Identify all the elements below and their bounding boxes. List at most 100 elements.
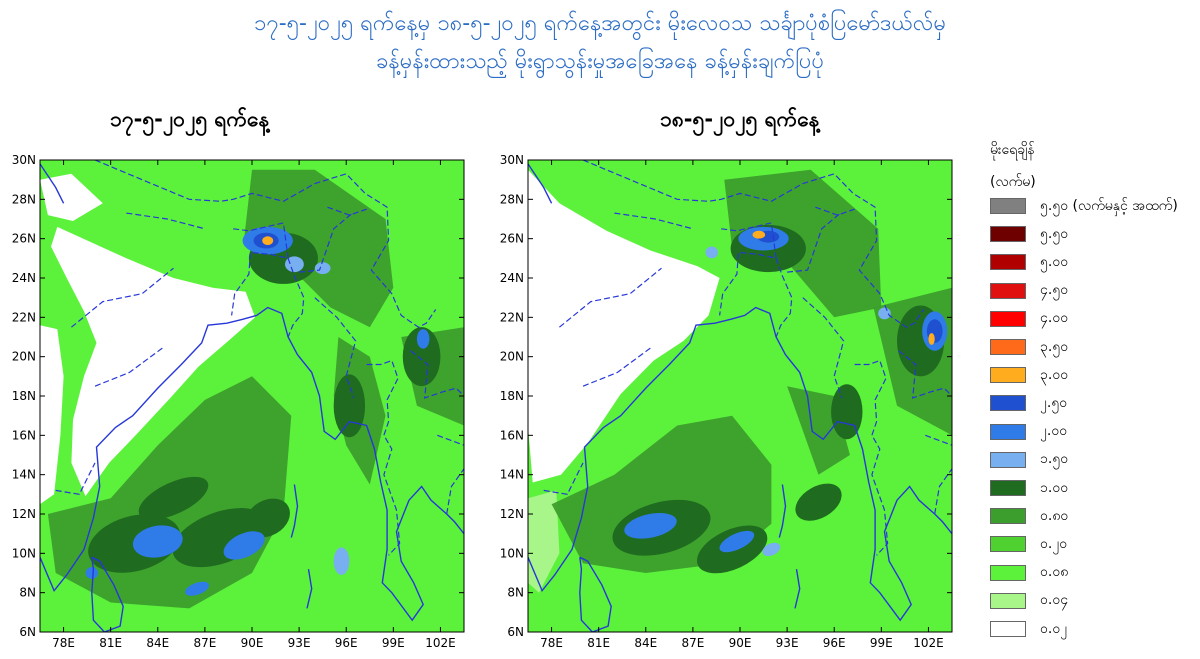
very-intense-rain-area	[262, 236, 274, 245]
legend-item: ၂.၀၀	[990, 423, 1067, 441]
legend-label: ၃.၅၀	[1040, 338, 1069, 355]
map-title-line-1: ၁၇-၅-၂၀၂၅ ရက်နေ့မှ ၁၈-၅-၂၀၂၅ ရက်နေ့အတွင်…	[253, 11, 947, 36]
lat-tick-label: 30N	[12, 153, 36, 167]
legend-item: ၀.၈၀	[990, 507, 1068, 525]
lat-tick-label: 14N	[12, 468, 36, 482]
legend-label: ၀.၈၀	[1040, 507, 1069, 524]
rainfall-map-day-2: 30N 28N 26N 24N 22N 20N 18N 16N 14N 12N 10N 8N 6N 78E…	[500, 153, 953, 650]
coastline	[40, 306, 464, 622]
lat-tick-label: 6N	[19, 625, 36, 639]
coastline	[794, 568, 801, 609]
border	[231, 222, 289, 316]
legend-label: ၂.၅၀	[1040, 394, 1068, 411]
legend-swatch	[990, 310, 1026, 327]
intense-rain-area	[416, 329, 430, 349]
moderate-rain-area	[551, 415, 772, 573]
legend-item: ၁.၅၀	[990, 451, 1068, 469]
border	[925, 434, 952, 446]
dry-area	[40, 173, 103, 221]
legend-item: ၁.၀၀	[990, 479, 1068, 497]
lat-tick-label: 20N	[500, 350, 524, 364]
intense-rain-area	[223, 531, 265, 560]
rainfall-field	[528, 160, 952, 632]
border	[55, 462, 96, 495]
legend-item: ၄.၀၀	[990, 310, 1068, 328]
heavy-rain-area	[333, 374, 366, 438]
lon-tick-label: 78E	[540, 636, 563, 650]
lon-tick-label: 93E	[288, 636, 311, 650]
legend-label: ၂.၀၀	[1040, 423, 1068, 440]
border	[854, 359, 889, 556]
legend-item: ၀.၀၂	[990, 620, 1067, 638]
dry-area	[528, 169, 720, 483]
coastline	[528, 306, 952, 622]
lat-tick-label: 10N	[500, 546, 524, 560]
lat-tick-label: 12N	[12, 507, 36, 521]
border	[543, 462, 584, 495]
heavy-rain-area	[402, 327, 441, 387]
legend-swatch	[990, 282, 1026, 299]
legend-swatch	[990, 480, 1026, 496]
lon-tick-label: 84E	[146, 636, 169, 650]
coastline	[290, 484, 299, 538]
heavy-rain-area	[831, 384, 863, 440]
legend-item: ၀.၀၈	[990, 564, 1068, 582]
border	[934, 468, 952, 515]
lat-tick-label: 8N	[507, 586, 524, 600]
border	[94, 160, 437, 328]
intense-rain-area	[333, 547, 350, 575]
legend-label: ၀.၂၀	[1040, 535, 1068, 552]
legend-swatch	[990, 536, 1026, 553]
coastline	[306, 568, 313, 609]
border	[126, 212, 206, 230]
legend-item: ၃.၅၀	[990, 338, 1068, 356]
legend-item: ၅.၅၀	[990, 225, 1068, 243]
legend-label: ၄.၅၀	[1040, 282, 1069, 299]
lat-tick-label: 12N	[500, 507, 524, 521]
lon-tick-label: 90E	[729, 636, 752, 650]
legend-label: ၅.၀၀	[1040, 253, 1069, 270]
heavy-rain-area	[795, 483, 842, 521]
legend-swatch	[990, 367, 1026, 384]
lon-tick-label: 96E	[823, 636, 846, 650]
lat-tick-label: 22N	[500, 310, 524, 324]
lon-tick-label: 102E	[913, 636, 944, 650]
lat-tick-label: 30N	[500, 153, 524, 167]
lat-tick-label: 14N	[500, 468, 524, 482]
legend-item: ၀.၂၀	[990, 535, 1067, 553]
legend-label: ၄.၀၀	[1040, 310, 1069, 327]
lat-tick-label: 26N	[12, 232, 36, 246]
legend-label: ၀.၀၂	[1040, 620, 1068, 637]
light-rain-area	[528, 490, 560, 593]
intense-rain-area	[85, 567, 99, 579]
heavy-rain-area	[138, 476, 209, 520]
lat-tick-label: 16N	[12, 428, 36, 442]
very-intense-rain-area	[928, 333, 935, 345]
legend-swatch	[990, 198, 1026, 214]
coastlines-and-borders	[40, 160, 464, 632]
border	[582, 346, 653, 387]
border	[94, 346, 165, 387]
lat-tick-label: 24N	[12, 271, 36, 285]
heavy-rain-area	[245, 498, 290, 538]
legend-swatch	[990, 226, 1026, 243]
border	[299, 212, 353, 273]
legend-swatch	[990, 339, 1026, 355]
legend-swatch	[990, 592, 1026, 609]
border	[366, 359, 401, 556]
lon-tick-label: 81E	[99, 636, 122, 650]
legend-swatch	[990, 451, 1026, 468]
intense-rain-area	[762, 542, 781, 557]
legend-label: ၀.၀၄	[1040, 592, 1069, 609]
border	[437, 434, 464, 446]
lon-tick-label: 90E	[241, 636, 264, 650]
legend-swatch	[990, 423, 1026, 440]
coastline	[40, 163, 65, 204]
lat-tick-label: 16N	[500, 428, 524, 442]
intense-rain-area	[284, 256, 304, 273]
legend-label: ၅.၅၀ (လက်မနှင့် အထက်)	[1040, 197, 1178, 214]
legend-title: မိုးရေချိန်	[990, 142, 1035, 158]
lon-tick-label: 102E	[425, 636, 456, 650]
intense-rain-area	[624, 512, 677, 539]
border	[314, 297, 357, 399]
